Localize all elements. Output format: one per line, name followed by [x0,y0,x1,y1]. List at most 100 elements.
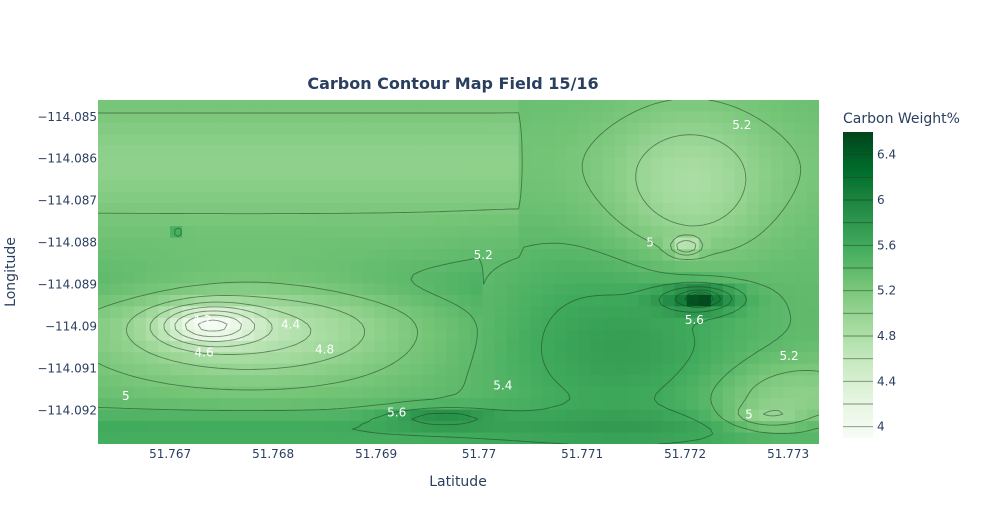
heatmap-cell [759,398,772,410]
heatmap-cell [459,306,472,318]
heatmap-cell [350,180,363,192]
heatmap-cell [615,433,628,445]
heatmap-cell [735,215,748,227]
heatmap-cell [410,169,423,181]
heatmap-cell [639,249,652,261]
heatmap-cell [711,238,724,250]
heatmap-cell [374,215,387,227]
heatmap-cell [362,157,375,169]
heatmap-cell [495,215,508,227]
heatmap-cell [134,238,147,250]
heatmap-cell [567,215,580,227]
heatmap-cell [555,134,568,146]
heatmap-cell [675,329,688,341]
heatmap-cell [567,100,580,112]
heatmap-cell [543,192,556,204]
heatmap-cell [362,387,375,399]
heatmap-cell [158,272,171,284]
heatmap-cell [134,157,147,169]
heatmap-cell [254,352,267,364]
heatmap-cell [254,226,267,238]
heatmap-cell [230,261,243,273]
heatmap-cell [434,398,447,410]
heatmap-cell [206,100,219,112]
heatmap-cell [663,352,676,364]
heatmap-cell [519,203,532,215]
heatmap-cell [579,226,592,238]
heatmap-cell [723,364,736,376]
heatmap-cell [747,433,760,445]
heatmap-cell [158,306,171,318]
heatmap-cell [278,249,291,261]
heatmap-cell [434,341,447,353]
heatmap-cell [747,192,760,204]
heatmap-cell [374,100,387,112]
heatmap-cell [471,169,484,181]
heatmap-cell [194,134,207,146]
heatmap-cell [290,352,303,364]
heatmap-cell [543,341,556,353]
colorbar: Carbon Weight% 44.44.85.25.666.4 [843,111,960,438]
heatmap-cell [182,157,195,169]
heatmap-cell [591,364,604,376]
heatmap-cell [134,421,147,433]
heatmap-cell [218,261,231,273]
heatmap-cell [783,375,796,387]
heatmap-cell [747,318,760,330]
heatmap-cell [122,169,135,181]
heatmap-cell [567,157,580,169]
heatmap-cell [122,146,135,158]
heatmap-cell [543,169,556,181]
heatmap-cell [434,318,447,330]
heatmap-cell [302,215,315,227]
heatmap-cell [567,238,580,250]
heatmap-cell [699,111,712,123]
heatmap-cell [651,398,664,410]
heatmap-cell [434,146,447,158]
heatmap-cell [783,100,796,112]
heatmap-cell [735,146,748,158]
heatmap-cell [446,410,459,422]
heatmap-cell [531,387,544,399]
heatmap-cell [254,134,267,146]
heatmap-cell [555,283,568,295]
heatmap-cell [206,375,219,387]
heatmap-cell [266,398,279,410]
heatmap-cell [122,306,135,318]
heatmap-cell [314,249,327,261]
heatmap-cell [386,387,399,399]
heatmap-cell [362,272,375,284]
heatmap-cell [651,249,664,261]
heatmap-cell [278,375,291,387]
heatmap-cell [687,123,700,135]
heatmap-cell [603,318,616,330]
heatmap-cell [362,100,375,112]
heatmap-cell [639,341,652,353]
colorbar-ticks: 44.44.85.25.666.4 [877,148,896,434]
heatmap-cell [735,318,748,330]
heatmap-cell [603,364,616,376]
heatmap-cell [567,226,580,238]
heatmap-cell [218,157,231,169]
heatmap-cell [615,341,628,353]
heatmap-cell [242,238,255,250]
heatmap-cell [795,226,808,238]
heatmap-cell [218,283,231,295]
heatmap-cell [543,272,556,284]
heatmap-cell [615,318,628,330]
heatmap-cell [350,249,363,261]
heatmap-cell [495,123,508,135]
heatmap-cell [675,123,688,135]
heatmap-cell [182,433,195,445]
heatmap-cell [314,123,327,135]
heatmap-cell [471,375,484,387]
heatmap-cell [531,123,544,135]
heatmap-cell [326,157,339,169]
heatmap-cell [194,215,207,227]
heatmap-cell [362,398,375,410]
heatmap-cell [519,341,532,353]
heatmap-cell [218,433,231,445]
heatmap-cell [278,261,291,273]
heatmap-cell [603,157,616,169]
heatmap-cell [471,100,484,112]
